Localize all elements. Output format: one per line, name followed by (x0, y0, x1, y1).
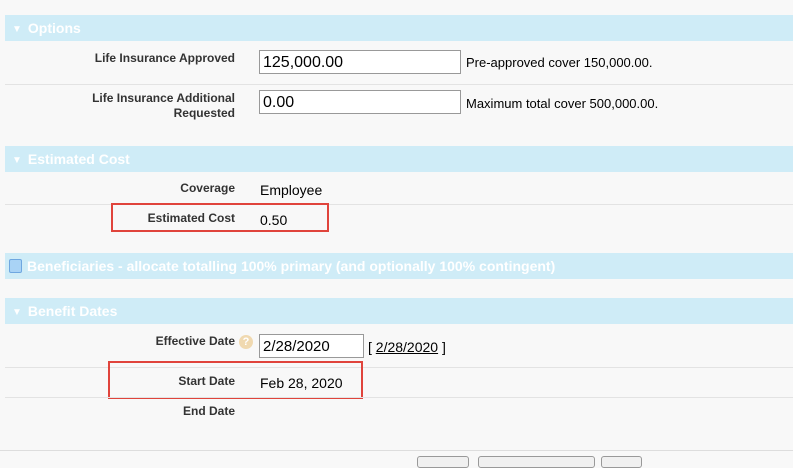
life-insurance-additional-input[interactable]: 0.00 (259, 90, 461, 114)
today-date-link-wrapper: [ 2/28/2020 ] (368, 339, 446, 355)
coverage-value: Employee (260, 182, 323, 198)
additional-help-text: Maximum total cover 500,000.00. (466, 96, 659, 111)
collapse-triangle-icon: ▼ (12, 155, 22, 166)
divider (5, 204, 793, 205)
estimated-cost-value: 0.50 (260, 212, 288, 228)
expand-icon (9, 259, 22, 273)
help-icon[interactable]: ? (239, 335, 253, 349)
today-date-link[interactable]: 2/28/2020 (375, 339, 439, 355)
footer-divider (0, 450, 793, 451)
section-header-benefit-dates[interactable]: ▼ Benefit Dates (5, 298, 793, 324)
life-insurance-approved-label: Life Insurance Approved (94, 51, 235, 65)
highlight-box (108, 361, 363, 399)
divider (5, 397, 793, 398)
approved-help-text: Pre-approved cover 150,000.00. (466, 55, 653, 70)
section-header-options[interactable]: ▼ Options (5, 15, 793, 41)
footer-button[interactable] (417, 456, 469, 468)
section-header-estimated-cost[interactable]: ▼ Estimated Cost (5, 146, 793, 172)
estimated-cost-label: Estimated Cost (147, 211, 235, 225)
footer-button[interactable] (478, 456, 595, 468)
divider (5, 84, 793, 85)
coverage-label: Coverage (180, 181, 235, 195)
effective-date-input[interactable]: 2/28/2020 (259, 334, 364, 358)
start-date-value: Feb 28, 2020 (260, 375, 343, 391)
footer-button[interactable] (601, 456, 642, 468)
collapse-triangle-icon: ▼ (12, 24, 22, 35)
divider (5, 367, 793, 368)
life-insurance-approved-input[interactable]: 125,000.00 (259, 50, 461, 74)
life-insurance-additional-label: Life Insurance Additional Requested (92, 91, 235, 120)
effective-date-label: Effective Date (155, 334, 235, 348)
section-header-beneficiaries[interactable]: Beneficiaries - allocate totalling 100% … (5, 253, 793, 279)
start-date-label: Start Date (178, 374, 235, 388)
highlight-box (111, 203, 329, 232)
end-date-label: End Date (182, 404, 235, 418)
collapse-triangle-icon: ▼ (12, 307, 22, 318)
